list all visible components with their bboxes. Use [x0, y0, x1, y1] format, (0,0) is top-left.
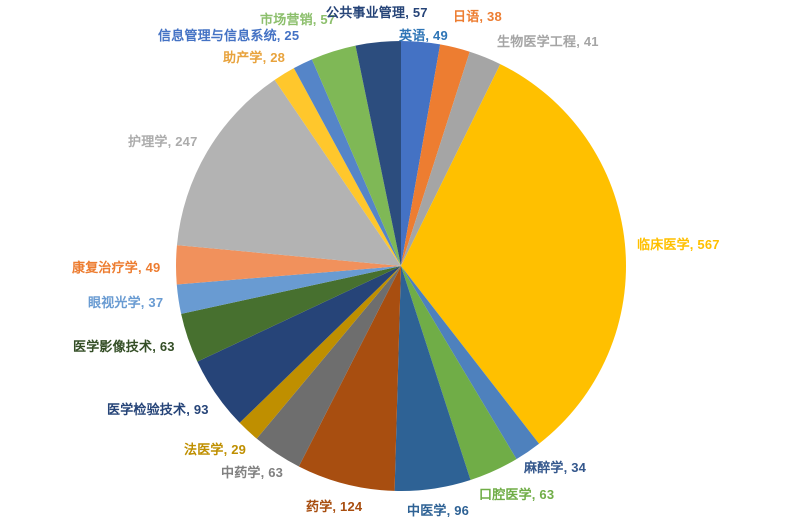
- pie-slice-7: [298, 266, 401, 491]
- pie-slice-6: [394, 266, 471, 492]
- pie-slice-5: [401, 266, 517, 480]
- pie-slice-4: [401, 266, 540, 460]
- pie-slice-15: [274, 68, 401, 266]
- pie-slice-0: [401, 41, 441, 266]
- pie-slice-3: [401, 64, 626, 444]
- pie-slice-1: [401, 44, 470, 267]
- pie-slice-13: [176, 245, 401, 285]
- pie-slice-17: [311, 45, 401, 266]
- pie-slice-11: [181, 266, 401, 362]
- pie-slice-9: [239, 266, 401, 439]
- pie-slice-2: [401, 51, 501, 266]
- pie-slice-8: [256, 266, 401, 467]
- pie-slice-14: [176, 79, 401, 266]
- pie-slice-16: [293, 59, 401, 266]
- pie-slice-18: [355, 41, 401, 266]
- pie-slice-10: [197, 266, 401, 423]
- pie-slice-12: [176, 266, 401, 314]
